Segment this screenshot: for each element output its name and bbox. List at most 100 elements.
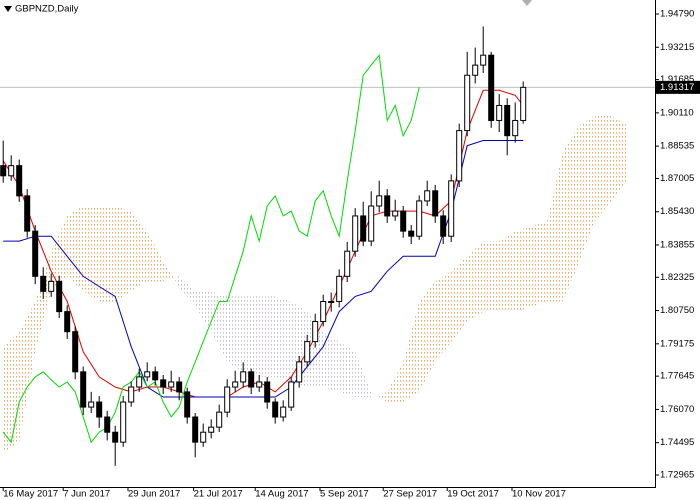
ichimoku-cloud bbox=[83, 206, 100, 302]
ichimoku-cloud bbox=[339, 341, 356, 397]
candle-body bbox=[312, 321, 319, 343]
candle-body bbox=[496, 104, 503, 121]
ichimoku-cloud bbox=[403, 301, 420, 403]
candle-body bbox=[280, 406, 287, 418]
y-tick-label: 1.83855 bbox=[660, 239, 694, 250]
ichimoku-cloud bbox=[67, 206, 84, 292]
candle-body bbox=[168, 381, 175, 388]
candle-body bbox=[96, 401, 103, 418]
candle-body bbox=[456, 130, 463, 182]
candle-body bbox=[208, 426, 215, 433]
candle-body bbox=[64, 311, 71, 333]
x-tick-label: 5 Sep 2017 bbox=[320, 489, 369, 500]
candle-body bbox=[176, 381, 183, 393]
candle-body bbox=[432, 190, 439, 217]
y-tick-label: 1.85430 bbox=[660, 206, 694, 217]
candle-body bbox=[488, 54, 495, 121]
x-tick-label: 14 Aug 2017 bbox=[255, 489, 308, 500]
candle-body bbox=[288, 381, 295, 408]
ichimoku-cloud bbox=[19, 301, 36, 443]
x-tick-label: 29 Jun 2017 bbox=[128, 489, 180, 500]
candle-body bbox=[56, 280, 63, 313]
candle-body bbox=[160, 379, 167, 388]
candle-body bbox=[368, 205, 375, 242]
candle-body bbox=[24, 195, 31, 232]
y-tick-label: 1.88535 bbox=[660, 141, 694, 152]
y-tick-label: 1.82325 bbox=[660, 272, 694, 283]
candle-body bbox=[0, 165, 7, 177]
candle-body bbox=[352, 215, 359, 252]
ichimoku-cloud bbox=[275, 296, 292, 382]
y-tick-label: 1.72965 bbox=[660, 470, 694, 481]
candle-body bbox=[472, 64, 479, 76]
chart-title: GBPNZD,Daily bbox=[15, 4, 79, 15]
candle-body bbox=[360, 215, 367, 242]
y-tick-label: 1.77645 bbox=[660, 371, 694, 382]
candle-body bbox=[232, 381, 239, 388]
candle-body bbox=[520, 86, 527, 121]
ichimoku-cloud bbox=[211, 291, 228, 362]
current-price-label: 1.91317 bbox=[660, 82, 694, 93]
candle-body bbox=[376, 195, 383, 207]
candle-body bbox=[440, 215, 447, 237]
candle-body bbox=[184, 391, 191, 418]
y-tick-label: 1.80750 bbox=[660, 305, 694, 316]
candle-body bbox=[400, 210, 407, 232]
ichimoku-cloud bbox=[227, 296, 244, 372]
candle-body bbox=[224, 386, 231, 413]
candle-body bbox=[256, 381, 263, 388]
ichimoku-cloud bbox=[579, 115, 596, 262]
ichimoku-cloud bbox=[307, 311, 324, 388]
ichimoku-cloud bbox=[355, 351, 372, 397]
ichimoku-cloud bbox=[131, 211, 148, 292]
candle-body bbox=[216, 411, 223, 428]
ichimoku-cloud bbox=[51, 215, 68, 292]
candle-body bbox=[16, 165, 23, 197]
y-tick-label: 1.90110 bbox=[660, 107, 694, 118]
candle-body bbox=[144, 371, 151, 378]
ichimoku-cloud bbox=[435, 271, 452, 362]
candle-body bbox=[336, 275, 343, 302]
candle-body bbox=[248, 371, 255, 388]
ichimoku-cloud bbox=[499, 231, 516, 312]
candle-body bbox=[504, 104, 511, 137]
candle-body bbox=[120, 401, 127, 443]
candle-body bbox=[296, 361, 303, 383]
candle-body bbox=[512, 119, 519, 137]
candle-body bbox=[72, 331, 79, 373]
candle-body bbox=[320, 300, 327, 323]
ichimoku-cloud bbox=[195, 291, 212, 332]
candle-body bbox=[128, 386, 135, 403]
symbol-menu-arrow[interactable] bbox=[4, 6, 12, 12]
y-tick-label: 1.74495 bbox=[660, 437, 694, 448]
candle-body bbox=[112, 431, 119, 443]
candle-body bbox=[392, 210, 399, 217]
y-tick-label: 1.91685 bbox=[660, 74, 694, 85]
ichimoku-cloud bbox=[451, 256, 468, 342]
ichimoku-cloud bbox=[291, 301, 308, 388]
x-tick-label: 19 Oct 2017 bbox=[447, 489, 499, 500]
ichimoku-cloud bbox=[547, 150, 564, 302]
ichimoku-cloud bbox=[611, 115, 628, 201]
candle-body bbox=[464, 74, 471, 132]
ichimoku-cloud bbox=[483, 241, 500, 312]
candle-body bbox=[480, 54, 487, 66]
x-tick-label: 7 Jun 2017 bbox=[63, 489, 110, 500]
candle-body bbox=[240, 371, 247, 383]
ichimoku-cloud bbox=[99, 206, 116, 302]
shift-marker[interactable] bbox=[522, 0, 532, 6]
y-tick-label: 1.79175 bbox=[660, 338, 694, 349]
candle-body bbox=[48, 280, 55, 292]
current-price-box bbox=[656, 80, 700, 94]
x-tick-label: 27 Sep 2017 bbox=[383, 489, 437, 500]
ichimoku-cloud bbox=[3, 331, 20, 453]
y-tick-label: 1.87005 bbox=[660, 173, 694, 184]
ichimoku-cloud bbox=[259, 296, 276, 377]
candle-body bbox=[152, 371, 159, 381]
candle-body bbox=[32, 230, 39, 277]
ichimoku-cloud bbox=[163, 261, 180, 287]
candle-body bbox=[408, 230, 415, 237]
candle-body bbox=[80, 371, 87, 408]
candle-body bbox=[88, 401, 95, 408]
